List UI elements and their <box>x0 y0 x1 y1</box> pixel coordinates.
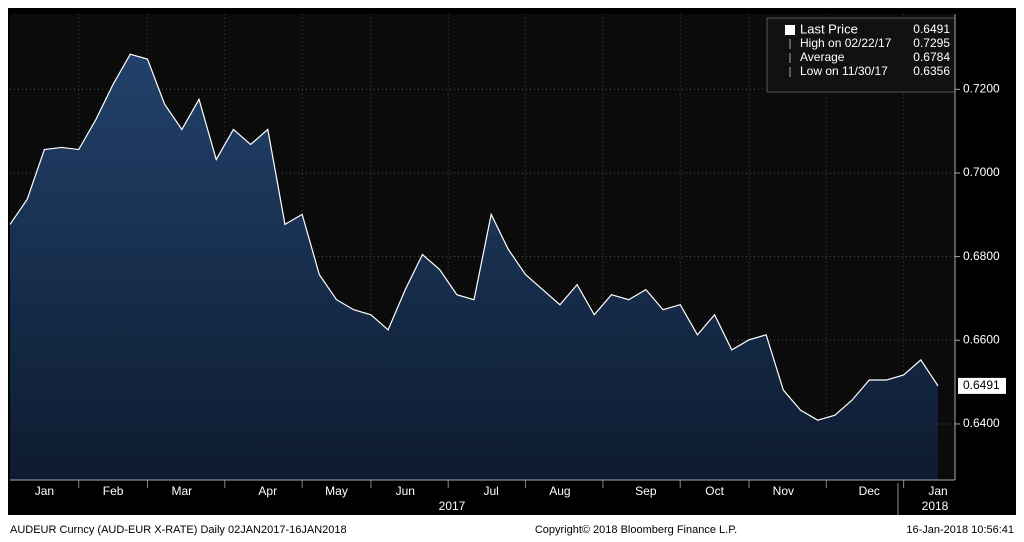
footer-right: 16-Jan-2018 10:56:41 <box>906 524 1014 536</box>
x-tick-label: May <box>325 484 348 498</box>
area <box>10 54 938 480</box>
footer-center: Copyright© 2018 Bloomberg Finance L.P. <box>535 524 737 536</box>
year-label: 2017 <box>439 499 466 513</box>
legend-value: 0.7295 <box>913 36 950 50</box>
x-tick-label: Jun <box>396 484 415 498</box>
legend-swatch <box>785 25 795 35</box>
legend-value: 0.6491 <box>913 22 950 36</box>
y-tick-label: 0.7000 <box>963 165 1000 179</box>
x-tick-label: Nov <box>773 484 794 498</box>
x-tick-label: Jan <box>35 484 54 498</box>
x-tick-label: Sep <box>635 484 657 498</box>
x-tick-label: Dec <box>859 484 880 498</box>
x-tick-label: Apr <box>258 484 277 498</box>
x-tick-label: Jul <box>484 484 499 498</box>
x-tick-label: Aug <box>549 484 570 498</box>
legend-box <box>766 17 956 93</box>
x-tick-label: Jan <box>928 484 947 498</box>
line <box>9 53 939 421</box>
legend-label: Average <box>800 50 845 64</box>
last-price-tag: 0.6491 <box>963 378 1000 392</box>
year-label: 2018 <box>922 499 949 513</box>
last-price-tag-bg <box>958 377 1006 394</box>
legend-value: 0.6784 <box>913 50 950 64</box>
x-tick-label: Oct <box>705 484 724 498</box>
footer-left: AUDEUR Curncy (AUD-EUR X-RATE) Daily 02J… <box>10 524 347 536</box>
x-tick-label: Mar <box>172 484 193 498</box>
legend-label: Low on 11/30/17 <box>800 64 888 78</box>
legend-label: High on 02/22/17 <box>800 36 892 50</box>
y-tick-label: 0.6600 <box>963 332 1000 346</box>
y-tick-label: 0.7200 <box>963 81 1000 95</box>
legend-label: Last Price <box>800 21 858 36</box>
x-tick-label: Feb <box>103 484 124 498</box>
legend-value: 0.6356 <box>913 64 950 78</box>
y-tick-label: 0.6800 <box>963 249 1000 263</box>
y-tick-label: 0.6400 <box>963 416 1000 430</box>
